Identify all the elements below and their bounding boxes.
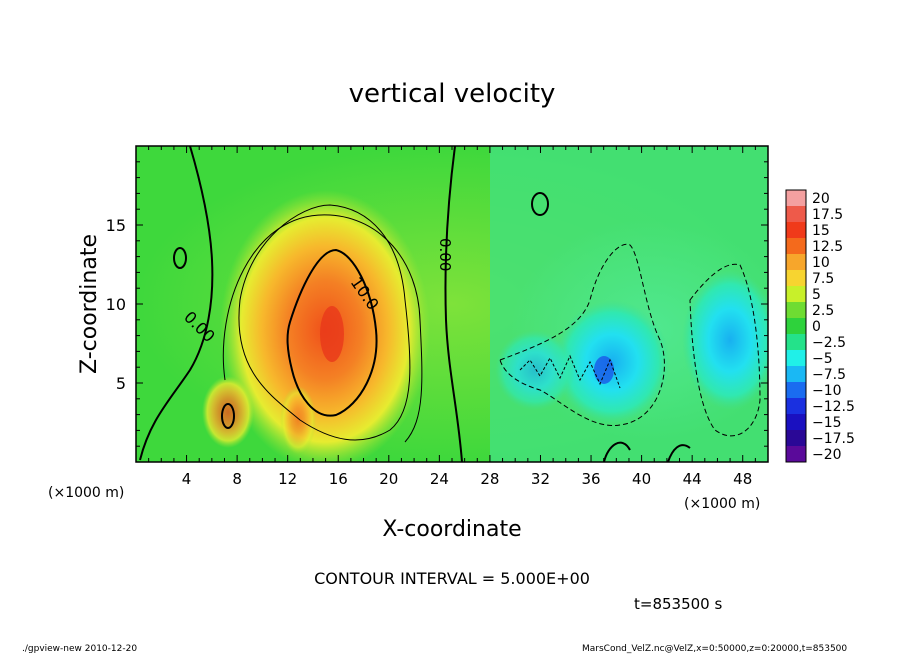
x-tick-label: 16 — [329, 470, 348, 488]
contour-neg5-right-1 — [499, 243, 665, 427]
colorbar-label: 7.5 — [812, 271, 834, 287]
x-tick-label: 24 — [430, 470, 449, 488]
colorbar-cell — [786, 382, 806, 399]
x-tick-label: 32 — [531, 470, 550, 488]
x-tick-label: 4 — [182, 470, 192, 488]
colorbar-label: −2.5 — [812, 335, 846, 351]
colorbar-label: −5 — [812, 351, 833, 367]
colorbar-label: 12.5 — [812, 239, 843, 255]
colorbar-label: −10 — [812, 383, 842, 399]
colorbar-cell — [786, 286, 806, 303]
x-tick-label: 48 — [733, 470, 752, 488]
x-tick-label: 28 — [480, 470, 499, 488]
contour-zero-center — [444, 146, 463, 462]
footer-right: MarsCond_VelZ.nc@VelZ,x=0:50000,z=0:2000… — [582, 644, 847, 654]
contour-lines — [139, 146, 761, 462]
contour-10-updraft — [286, 248, 378, 417]
y-tick-label: 10 — [106, 295, 126, 314]
colorbar-label: 10 — [812, 255, 830, 271]
colorbar-frame — [785, 189, 807, 463]
colorbar-cell — [786, 334, 806, 351]
contour-zero-left — [139, 146, 214, 461]
footer-left: ./gpview-new 2010-12-20 — [22, 644, 137, 654]
contour-neg-zigzag — [519, 354, 621, 389]
x-tick-label: 20 — [379, 470, 398, 488]
colorbar-cell — [786, 398, 806, 415]
x-unit-left: (×1000 m) — [48, 485, 124, 501]
colorbar-cell — [786, 350, 806, 367]
colorbar-cell — [786, 430, 806, 447]
x-tick-label: 44 — [683, 470, 702, 488]
chart-title: vertical velocity — [349, 79, 556, 109]
colorbar-label: 17.5 — [812, 207, 843, 223]
colorbar-cell — [786, 366, 806, 383]
contour-5-outer — [222, 214, 423, 443]
downdraft-core-2 — [682, 270, 768, 410]
colorbar-label: 20 — [812, 191, 830, 207]
colorbar-label: −15 — [812, 415, 842, 431]
colorbar-label: −17.5 — [812, 431, 855, 447]
colorbar-cell — [786, 302, 806, 319]
colorbar-label: −20 — [812, 447, 842, 463]
heatmap-field — [136, 146, 768, 462]
y-axis-label: Z-coordinate — [77, 234, 102, 374]
colorbar: 2017.51512.5107.552.50−2.5−5−7.5−10−12.5… — [785, 189, 855, 463]
colorbar-label: 15 — [812, 223, 830, 239]
updraft-small-left — [202, 376, 254, 448]
contour-small-loop-3 — [221, 403, 235, 429]
x-tick-label: 8 — [232, 470, 242, 488]
contour-zero-bottom-right — [603, 441, 691, 462]
colorbar-cell — [786, 222, 806, 239]
updraft-small-mid — [280, 386, 316, 454]
downdraft-peak — [594, 356, 614, 384]
time-text: t=853500 s — [634, 595, 722, 613]
x-unit-right: (×1000 m) — [684, 496, 760, 512]
colorbar-cell — [786, 206, 806, 223]
colorbar-label: −7.5 — [812, 367, 846, 383]
x-tick-label: 12 — [278, 470, 297, 488]
colorbar-label: 0 — [812, 319, 821, 335]
contour-small-loop-2 — [173, 247, 187, 269]
x-axis-label: X-coordinate — [382, 517, 521, 542]
colorbar-cell — [786, 254, 806, 271]
x-axis: 4 8 12 16 20 24 28 32 36 40 44 48 — [135, 146, 769, 488]
colorbar-label: 2.5 — [812, 303, 834, 319]
colorbar-cell — [786, 238, 806, 255]
colorbar-cell — [786, 190, 806, 207]
contour-neg5-right-2 — [689, 263, 761, 437]
colorbar-cell — [786, 414, 806, 431]
colorbar-label: −12.5 — [812, 399, 855, 415]
colorbar-label: 5 — [812, 287, 821, 303]
contour-label: 0.00 — [436, 238, 454, 271]
downdraft-core-3 — [495, 330, 575, 410]
contour-interval-text: CONTOUR INTERVAL = 5.000E+00 — [314, 569, 590, 588]
updraft-peak — [320, 306, 344, 362]
x-tick-label: 36 — [581, 470, 600, 488]
colorbar-cell — [786, 270, 806, 287]
contour-5-updraft — [238, 204, 411, 441]
x-tick-label: 40 — [632, 470, 651, 488]
contour-small-loop-1 — [531, 192, 549, 216]
colorbar-cell — [786, 318, 806, 335]
y-axis: 5 10 15 — [106, 145, 768, 463]
y-tick-label: 15 — [106, 216, 126, 235]
y-tick-label: 5 — [116, 374, 126, 393]
colorbar-cell — [786, 446, 806, 463]
